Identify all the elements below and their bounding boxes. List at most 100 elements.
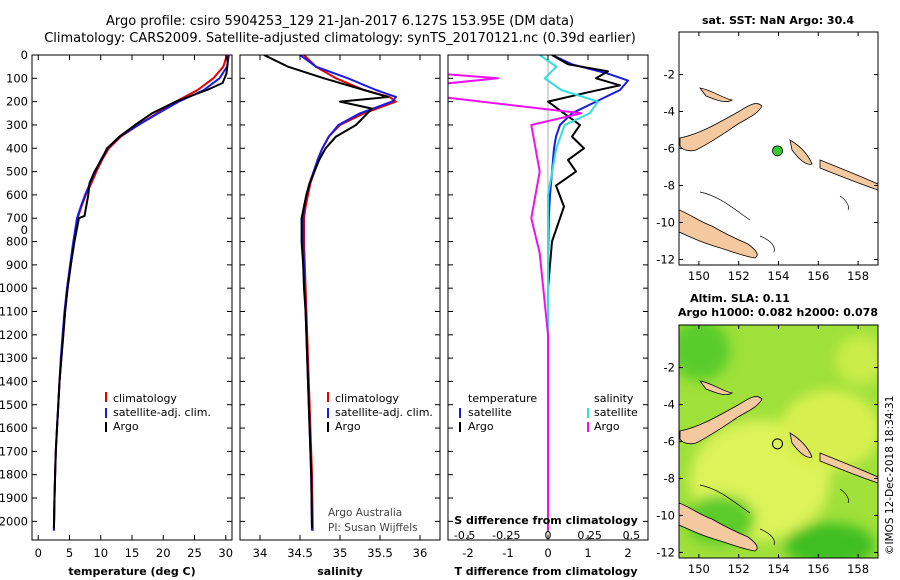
map-y-tick-label: -10 (656, 508, 675, 522)
y-tick-label: 400 (6, 141, 28, 155)
map-y-tick-label: -12 (656, 545, 675, 559)
legend-label-climatology: climatology (335, 392, 399, 405)
series-line-argo (547, 55, 621, 531)
land-new-ireland (699, 380, 734, 396)
x-tick-label: 35.5 (367, 546, 393, 560)
sst-map-panel: sat. SST: NaN Argo: 30.4 150 152 154 156 158… (656, 14, 879, 283)
map-y-tick-label: -8 (664, 178, 675, 192)
temperature-xlabel: temperature (deg C) (68, 565, 195, 578)
series-line-argo (52, 56, 229, 529)
x-tick-label: 25 (187, 546, 202, 560)
credit-line1: Argo Australia (328, 507, 402, 519)
sla-map-subtitle: Argo h1000: 0.082 h2000: 0.078 (678, 306, 878, 319)
x-tick-label: 35 (333, 546, 348, 560)
series-line-climatology (303, 55, 397, 531)
figure-title-line2: Climatology: CARS2009. Satellite-adjuste… (44, 31, 636, 46)
sla-map-argo-marker (772, 438, 784, 450)
map-x-tick-label: 156 (807, 269, 829, 283)
map-x-tick-label: 152 (728, 562, 750, 576)
sla-field-low (785, 523, 875, 558)
map-y-tick-label: -12 (656, 252, 675, 266)
y-tick-label: 500 (6, 165, 28, 179)
y-tick-label: 0 (21, 48, 28, 62)
sst-map-land (679, 87, 878, 259)
map-x-tick-label: 158 (847, 562, 869, 576)
map-x-tick-label: 150 (688, 562, 710, 576)
imos-credit: ©IMOS 12-Dec-2018 18:34:31 (884, 396, 896, 555)
x-tick-label: 20 (156, 546, 171, 560)
series-line-satellite-adj-clim- (299, 55, 397, 531)
map-y-tick-label: -4 (664, 105, 675, 119)
y-tick-label: 2000 (0, 514, 28, 528)
sla-map-panel: Altim. SLA: 0.11 Argo h1000: 0.082 h2000… (656, 292, 879, 576)
x-tick-label: 15 (125, 546, 140, 560)
x-tick-label: 0 (544, 546, 551, 560)
sla-map-field (679, 325, 878, 558)
map-x-tick-label: 156 (807, 562, 829, 576)
land-new-britain (679, 396, 763, 445)
map-y-tick-label: -8 (664, 471, 675, 485)
sla-field-low (679, 325, 730, 380)
land-new-guinea (679, 209, 758, 259)
y-tick-label: 900 (6, 258, 28, 272)
land-new-britain (679, 103, 763, 152)
land-new-guinea (679, 502, 758, 552)
difference-panel: -2 -1 0 1 2 -0.5 -0.25 0 0.25 0.5 S difference f… (447, 54, 649, 578)
land-bougainville (789, 139, 813, 165)
x-tick-label: 5 (66, 546, 73, 560)
legend-label-argo-salinity: Argo (594, 420, 620, 433)
legend-label-argo: Argo (335, 420, 361, 433)
map-y-tick-label: -6 (664, 435, 675, 449)
land-bougainville (789, 432, 813, 458)
top-x-tick-label: 0 (545, 529, 552, 542)
salinity-xlabel: salinity (317, 565, 363, 578)
top-x-tick-label: 0.25 (577, 529, 602, 542)
temperature-panel: 0 5 10 15 20 25 30 010020030040050060070008009… (0, 48, 233, 578)
y-tick-label: 1800 (0, 468, 28, 482)
map-x-tick-label: 150 (688, 269, 710, 283)
legend-header-temperature: temperature (468, 392, 537, 405)
series-line-satellite-adj-clim- (52, 55, 230, 531)
top-x-tick-label: -0.25 (492, 529, 520, 542)
x-tick-label: 0 (35, 546, 42, 560)
x-tick-label: 1 (584, 546, 591, 560)
land-solomons (819, 159, 878, 191)
x-tick-label: -2 (462, 546, 473, 560)
legend-label-satellite: satellite-adj. clim. (113, 406, 211, 419)
x-tick-label: 36 (413, 546, 428, 560)
map-y-tick-label: -2 (664, 361, 675, 375)
temperature-legend: climatology satellite-adj. clim. Argo (105, 392, 211, 433)
sla-map-land (679, 380, 878, 552)
y-tick-label: 1600 (0, 421, 28, 435)
legend-label-climatology: climatology (113, 392, 177, 405)
sst-map-title: sat. SST: NaN Argo: 30.4 (702, 14, 854, 27)
salinity-plot-frame (239, 54, 441, 541)
y-tick-label: 1900 (0, 491, 28, 505)
y-tick-label: 1700 (0, 444, 28, 458)
sst-map-argo-marker (772, 145, 783, 157)
y-tick-label: 200 (6, 95, 28, 109)
y-tick-label: 100 (6, 71, 28, 85)
land-new-ireland (699, 87, 734, 103)
legend-label-satellite-salinity: satellite (594, 406, 638, 419)
map-y-tick-label: -4 (664, 398, 675, 412)
top-x-tick-label: 0.5 (623, 529, 641, 542)
series-line-climatology (52, 55, 228, 531)
y-tick-label: 1200 (0, 328, 28, 342)
sla-map-title: Altim. SLA: 0.11 (690, 292, 790, 305)
y-tick-label: 1000 (0, 281, 28, 295)
salinity-legend: climatology satellite-adj. clim. Argo (327, 392, 433, 433)
y-tick-label: 0 (21, 223, 28, 237)
x-tick-label: 30 (218, 546, 233, 560)
y-tick-label: 700 (6, 211, 28, 225)
legend-label-argo-temperature: Argo (468, 420, 494, 433)
map-x-tick-label: 158 (847, 269, 869, 283)
difference-legend-temperature: temperature satellite Argo (459, 392, 537, 433)
map-x-tick-label: 154 (768, 562, 790, 576)
x-tick-label: -1 (502, 546, 513, 560)
y-tick-label: 1300 (0, 351, 28, 365)
map-y-tick-label: -6 (664, 142, 675, 156)
sla-field-mid (835, 335, 878, 385)
legend-label-satellite-temperature: satellite (468, 406, 512, 419)
